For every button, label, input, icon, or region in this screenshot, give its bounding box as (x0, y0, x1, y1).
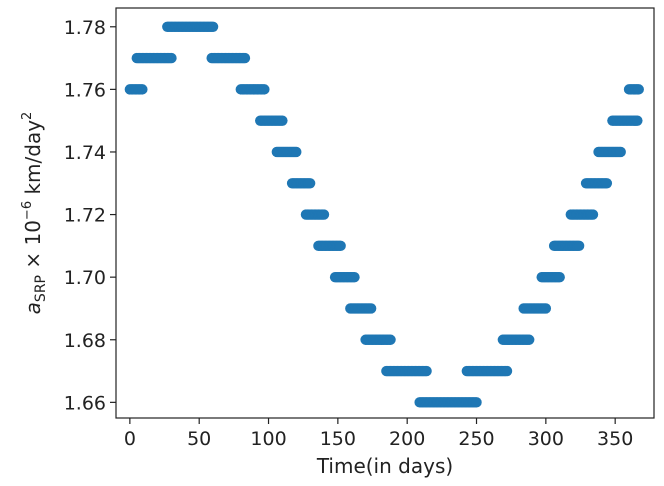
data-point (524, 334, 535, 345)
data-point (239, 52, 251, 64)
data-point (166, 52, 177, 64)
y-axis-label: aSRP × 10−6 km/day2 (20, 112, 49, 315)
x-tick-label: 100 (250, 428, 286, 450)
data-point (365, 303, 377, 314)
data-point (277, 115, 288, 126)
y-label-unit-exp: 2 (20, 112, 35, 120)
plot-frame (115, 7, 655, 419)
data-point (501, 365, 513, 377)
data-point (318, 209, 330, 220)
y-label-exp: −6 (20, 201, 35, 220)
y-label-sub: SRP (33, 275, 49, 302)
x-tick-label: 0 (124, 428, 136, 450)
y-tick-label: 1.78 (64, 17, 106, 39)
x-tick-label: 250 (458, 428, 494, 450)
y-tick-label: 1.66 (64, 392, 106, 414)
y-tick-label: 1.72 (64, 205, 106, 227)
x-tick-label: 300 (528, 428, 564, 450)
x-axis-label: Time(in days) (316, 454, 453, 478)
x-tick-label: 350 (597, 428, 633, 450)
y-label-unit: km/day (21, 120, 45, 201)
data-point (471, 397, 482, 408)
data-point (349, 271, 360, 283)
data-point (554, 271, 565, 283)
y-tick-label: 1.74 (64, 142, 106, 164)
data-points (124, 21, 644, 408)
x-tick-label: 200 (389, 428, 425, 450)
x-tick-label: 50 (187, 428, 211, 450)
y-tick-label: 1.70 (64, 267, 106, 289)
data-point (259, 84, 270, 95)
data-point (615, 146, 626, 158)
y-tick-label: 1.68 (64, 330, 106, 352)
x-axis-ticks: 0 50 100 150 200 250 300 350 (124, 418, 633, 450)
data-point (335, 240, 346, 252)
y-tick-label: 1.76 (64, 79, 106, 101)
y-label-times: × 10 (21, 220, 45, 275)
data-point (601, 178, 613, 189)
data-point (304, 178, 316, 189)
x-tick-label: 150 (320, 428, 356, 450)
data-point (291, 146, 302, 158)
data-point (573, 240, 585, 252)
y-axis-ticks: 1.66 1.68 1.70 1.72 1.74 1.76 1.78 (64, 17, 116, 414)
data-point (207, 21, 219, 32)
data-point (137, 84, 148, 95)
data-point (632, 115, 643, 126)
data-point (385, 334, 396, 345)
y-label-base: a (21, 302, 45, 314)
data-point (421, 365, 432, 377)
data-point (587, 209, 599, 220)
data-point (633, 84, 644, 95)
data-point (540, 303, 552, 314)
